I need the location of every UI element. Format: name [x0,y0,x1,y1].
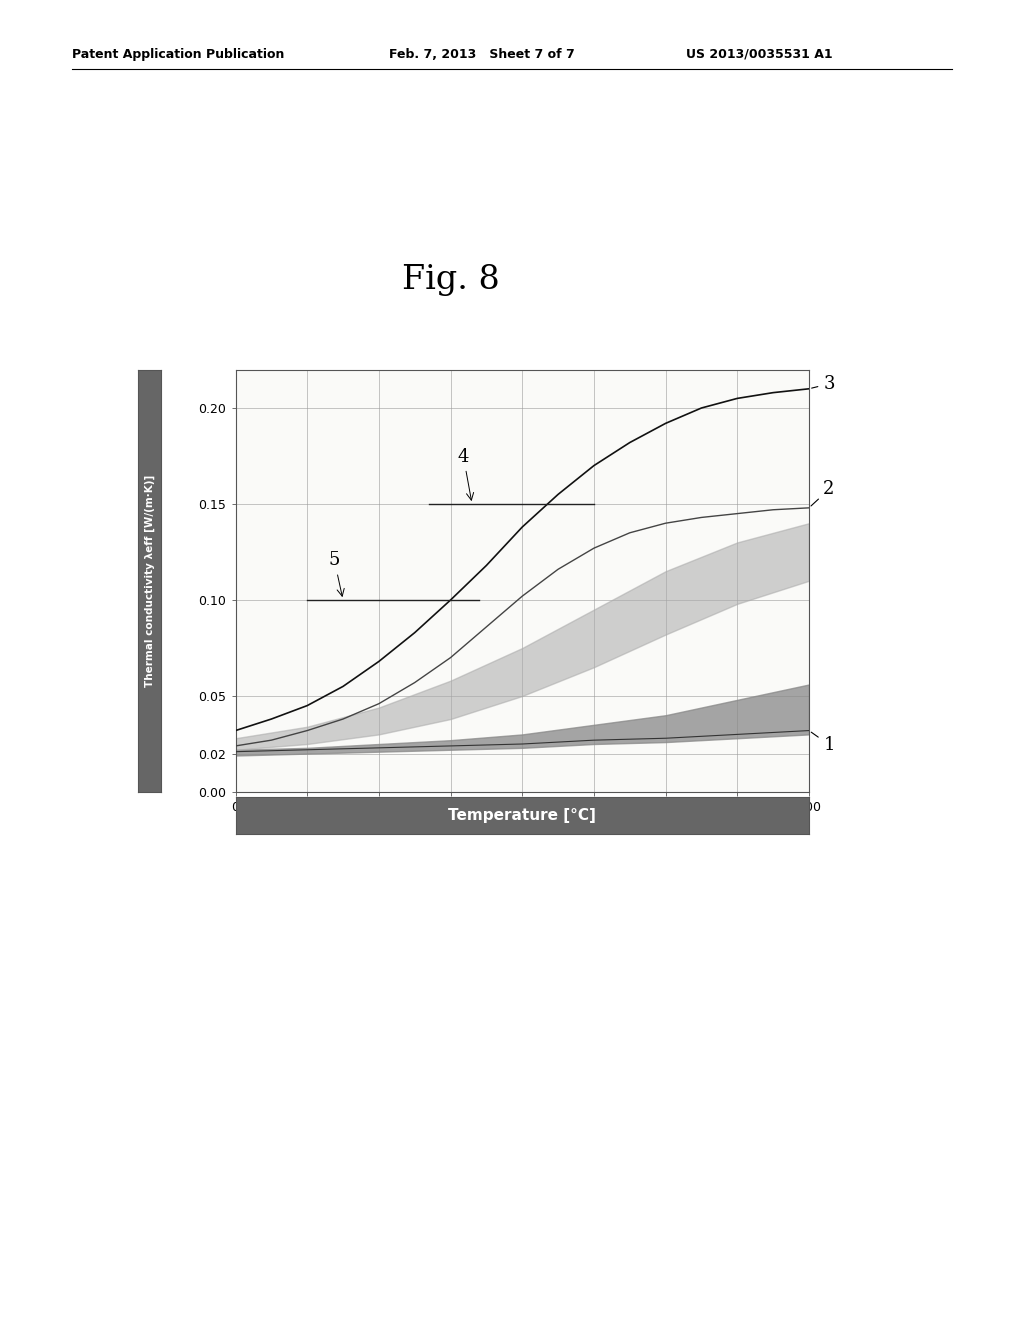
Text: 5: 5 [329,552,344,597]
Text: 1: 1 [811,733,835,754]
Text: Feb. 7, 2013   Sheet 7 of 7: Feb. 7, 2013 Sheet 7 of 7 [389,48,574,61]
Text: US 2013/0035531 A1: US 2013/0035531 A1 [686,48,833,61]
Text: Temperature [°C]: Temperature [°C] [449,808,596,824]
Text: 4: 4 [458,447,474,500]
Text: 3: 3 [812,375,835,393]
Text: Patent Application Publication: Patent Application Publication [72,48,284,61]
Text: 2: 2 [811,480,835,506]
Text: Fig. 8: Fig. 8 [401,264,500,296]
Text: Thermal conductivity λeff [W/(m·K)]: Thermal conductivity λeff [W/(m·K)] [144,475,155,686]
